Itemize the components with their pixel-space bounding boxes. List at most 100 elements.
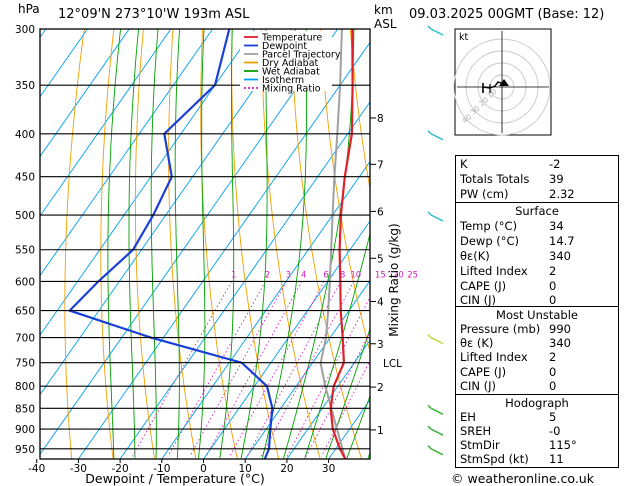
mu-value: 340 <box>549 336 571 350</box>
wind-barb-flag <box>427 25 432 30</box>
mixing-ratio-axis-label: Mixing Ratio (g/kg) <box>387 223 401 336</box>
wet-adiabat-line <box>283 29 355 459</box>
hodo-value: 115° <box>549 438 577 452</box>
wind-barb <box>430 336 444 345</box>
indices-panel: K -2 Totals Totals 39 PW (cm) 2.32 <box>455 155 619 203</box>
wind-barb <box>430 133 444 141</box>
pressure-tick-label: 850 <box>15 403 35 415</box>
wet-adiabat-line <box>304 231 370 459</box>
mu-value: 0 <box>549 365 557 379</box>
pressure-tick-label: 700 <box>15 333 35 345</box>
mu-row: Pressure (mb) 990 <box>456 322 618 337</box>
mu-label: Pressure (mb) <box>460 322 541 336</box>
mixing-ratio-label: 8 <box>340 270 345 280</box>
hodo-row: StmDir 115° <box>456 438 618 453</box>
dry-adiabat-line <box>64 29 85 459</box>
isotherm-line <box>40 29 213 277</box>
dry-adiabat-line <box>320 29 370 354</box>
hodo-label: StmDir <box>460 438 500 452</box>
wind-barb-flag <box>427 404 432 409</box>
dry-adiabat-line <box>261 29 321 459</box>
index-row: K -2 <box>456 157 618 172</box>
wet-adiabat-line <box>219 29 235 459</box>
pressure-tick-label: 300 <box>15 24 35 36</box>
legend-label: Wet Adiabat <box>262 67 320 78</box>
x-axis-label: Dewpoint / Temperature (°C) <box>85 471 264 486</box>
copyright-footer[interactable]: © weatheronline.co.uk <box>451 471 594 486</box>
km-tick-label: 5 <box>377 253 384 265</box>
isotherm-line <box>0 29 4 459</box>
hodo-label: SREH <box>460 424 492 438</box>
mixing-ratio-line <box>167 281 266 457</box>
dry-adiabat-line <box>134 29 155 459</box>
surface-value: 34 <box>549 219 564 233</box>
hodo-row: EH 5 <box>456 410 618 425</box>
hodo-value: 5 <box>549 410 557 424</box>
mixing-ratio-label: 2 <box>265 270 270 280</box>
hodo-label: EH <box>460 410 476 424</box>
asl-label: ASL <box>374 17 397 31</box>
mu-value: 990 <box>549 322 571 336</box>
index-value: 2.32 <box>549 187 575 201</box>
km-tick-label: 1 <box>377 425 384 437</box>
mixing-ratio-line <box>132 281 233 457</box>
surface-value: 340 <box>549 249 571 263</box>
index-label: K <box>460 157 468 171</box>
isotherm-line <box>40 29 130 158</box>
km-tick-label: 8 <box>377 113 384 125</box>
isotherm-line <box>78 41 370 459</box>
surface-row: CIN (J) 0 <box>456 293 618 308</box>
pressure-tick-label: 350 <box>15 80 35 92</box>
wet-adiabat-line <box>240 29 268 459</box>
mu-row: θε (K) 340 <box>456 336 618 351</box>
mu-row: CAPE (J) 0 <box>456 365 618 380</box>
mixing-ratio-label: 10 <box>350 270 361 280</box>
hodo-value: -0 <box>549 424 561 438</box>
hodograph-unit-label: kt <box>459 32 469 43</box>
pressure-tick-label: 750 <box>15 358 35 370</box>
mu-label: CIN (J) <box>460 379 497 393</box>
surface-row: Lifted Index 2 <box>456 264 618 279</box>
mixing-ratio-label: 25 <box>407 270 418 280</box>
surface-label: CAPE (J) <box>460 279 507 293</box>
dry-adiabat-line <box>290 29 363 459</box>
wind-barb <box>430 407 444 415</box>
surface-value: 0 <box>549 293 557 307</box>
isotherm-line <box>40 29 88 98</box>
mixing-ratio-label: 3 <box>286 270 291 280</box>
pressure-tick-label: 950 <box>15 444 35 456</box>
wet-adiabat-line <box>174 29 181 459</box>
storm-motion-marker <box>499 79 509 86</box>
surface-label: CIN (J) <box>460 293 497 307</box>
km-tick-label: 3 <box>377 339 384 351</box>
isotherm-line <box>40 29 297 396</box>
hpa-label: hPa <box>18 2 40 16</box>
isotherm-line <box>161 160 370 459</box>
wind-barb <box>430 448 444 456</box>
wet-adiabat-line <box>325 327 370 459</box>
mixing-ratio-label: 1 <box>231 270 236 280</box>
wind-barb <box>430 428 444 436</box>
location-title: 12°09'N 273°10'W 193m ASL <box>58 7 250 22</box>
mu-row: CIN (J) 0 <box>456 379 618 394</box>
isotherm-line <box>244 279 370 459</box>
pressure-tick-label: 650 <box>15 306 35 318</box>
legend-label: Mixing Ratio <box>262 84 321 95</box>
isotherm-line <box>40 29 339 456</box>
pressure-tick-label: 400 <box>15 129 35 141</box>
surface-row: θε(K) 340 <box>456 249 618 264</box>
mixing-ratio-label: 15 <box>375 270 386 280</box>
dry-adiabat-line <box>231 29 280 459</box>
mixing-ratio-line <box>205 281 303 457</box>
isotherm-line <box>119 101 370 459</box>
dry-adiabat-line <box>100 29 115 459</box>
legend-label: Temperature <box>261 33 322 44</box>
index-label: Totals Totals <box>460 172 530 186</box>
temperature-tick-label: 0 <box>200 463 207 475</box>
temperature-tick-label: 10 <box>239 463 252 475</box>
surface-value: 2 <box>549 264 557 278</box>
index-row: PW (cm) 2.32 <box>456 187 618 202</box>
